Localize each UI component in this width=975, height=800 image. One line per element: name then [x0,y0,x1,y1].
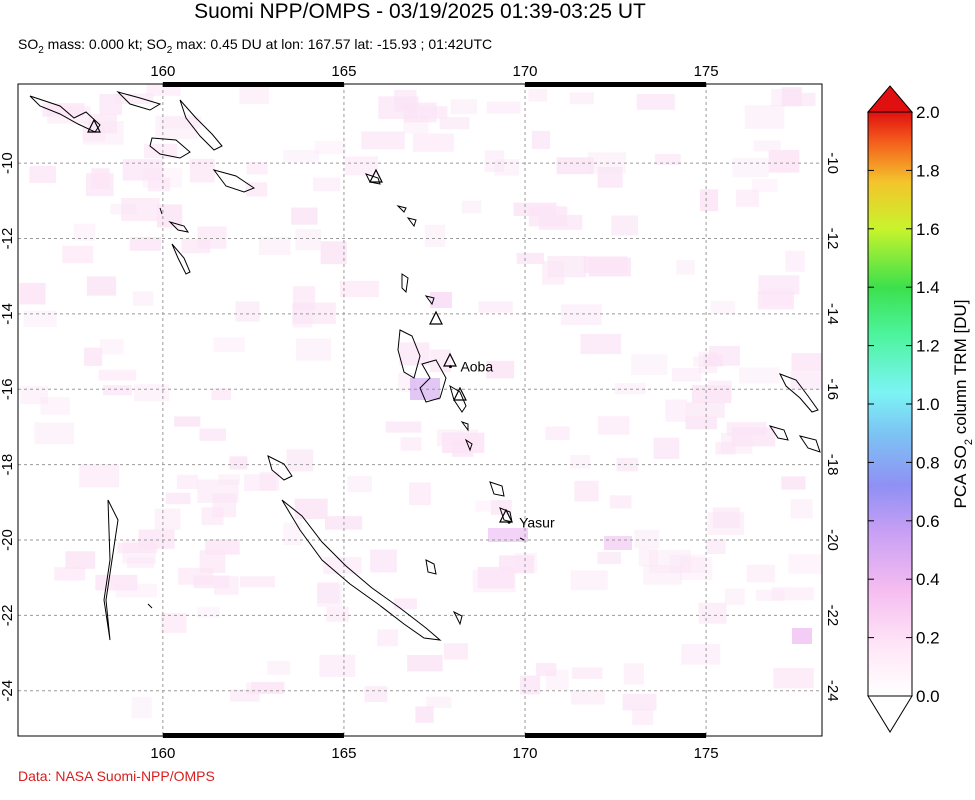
lat-tick-left: -20 [0,529,16,551]
lon-tick-bottom: 165 [331,745,356,762]
colorbar-tick-label: 0.2 [916,629,940,648]
place-label: Yasur [519,514,555,530]
lat-tick-right: -10 [824,152,841,174]
lat-tick-left: -18 [0,454,16,476]
colorbar-tick-label: 1.2 [916,337,940,356]
lat-tick-right: -16 [824,378,841,400]
volcano-triangle-icon [87,118,101,133]
map-border [17,83,823,737]
map-title: Suomi NPP/OMPS - 03/19/2025 01:39-03:25 … [194,0,646,23]
lat-tick-right: -14 [824,303,841,325]
lat-tick-right: -18 [824,454,841,476]
lon-tick-top: 170 [513,63,538,80]
lat-tick-left: -22 [0,605,16,627]
volcano-triangle-icon [369,168,383,183]
colorbar-tick-label: 0.4 [916,570,940,589]
map-subtitle: SO2 mass: 0.000 kt; SO2 max: 0.45 DU at … [18,36,493,56]
lon-tick-bottom: 175 [694,745,719,762]
colorbar-tick-label: 0.8 [916,453,940,472]
coastlines [29,91,821,641]
colorbar-tick-label: 1.4 [916,278,940,297]
place-dot-icon [448,365,452,369]
colorbar-tick-label: 1.0 [916,395,940,414]
lon-tick-top: 165 [331,63,356,80]
lat-tick-left: -10 [0,152,16,174]
data-credit: Data: NASA Suomi-NPP/OMPS [18,768,215,784]
colorbar-tick-label: 0.6 [916,512,940,531]
place-label: Aoba [460,359,493,375]
lat-tick-right: -22 [824,605,841,627]
so2-background-pixels [19,84,822,726]
lat-tick-left: -24 [0,680,16,702]
colorbar-min-arrow-icon [867,695,913,733]
lon-tick-top: 175 [694,63,719,80]
lat-tick-left: -14 [0,303,16,325]
colorbar-tick-label: 2.0 [916,103,940,122]
lon-tick-top: 160 [150,63,175,80]
colorbar-tick-label: 1.6 [916,220,940,239]
volcano-triangle-icon [499,508,513,523]
volcano-triangle-icon [429,310,443,325]
lon-tick-bottom: 170 [513,745,538,762]
lat-tick-left: -12 [0,228,16,250]
lat-tick-right: -24 [824,680,841,702]
colorbar-max-arrow-icon [866,85,914,113]
colorbar: 0.0 0.2 0.4 0.6 0.8 1.0 1.2 1.4 1.6 1.8 2.0 PCA SO… [866,85,975,733]
colorbar-tick-label: 1.8 [916,161,940,180]
lat-tick-right: -20 [824,529,841,551]
volcano-triangle-icon [453,386,467,401]
volcano-markers [87,118,513,523]
colorbar-title: PCA SO2 column TRM [DU] [951,300,975,509]
lat-tick-left: -16 [0,378,16,400]
lat-tick-right: -12 [824,228,841,250]
place-labels: Aoba Yasur [448,359,555,530]
lon-tick-bottom: 160 [150,745,175,762]
place-dot-icon [507,520,511,524]
colorbar-scale [867,111,913,697]
colorbar-tick-label: 0.0 [916,687,940,706]
graticule [18,84,822,736]
